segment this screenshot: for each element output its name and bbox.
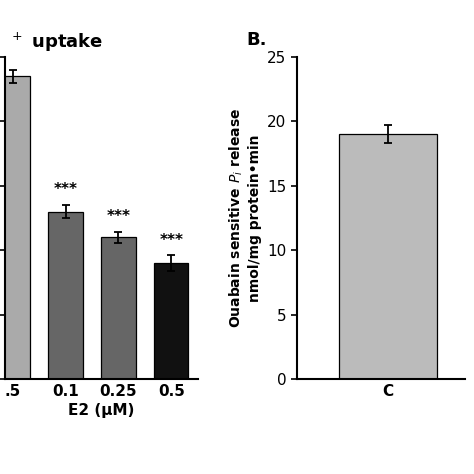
Bar: [48, 211, 82, 379]
Y-axis label: Ouabain sensitive $P_i$ release
nmol/mg protein•min: Ouabain sensitive $P_i$ release nmol/mg …: [228, 108, 262, 328]
Bar: [154, 263, 188, 379]
Text: ***: ***: [106, 210, 130, 225]
Bar: [101, 237, 136, 379]
Text: ***: ***: [159, 233, 183, 248]
Bar: [339, 134, 437, 379]
Bar: [0, 76, 30, 379]
Text: B.: B.: [246, 31, 267, 49]
Text: $^+$ uptake: $^+$ uptake: [9, 31, 103, 55]
X-axis label: E2 (μM): E2 (μM): [68, 403, 134, 418]
Text: ***: ***: [54, 182, 78, 197]
